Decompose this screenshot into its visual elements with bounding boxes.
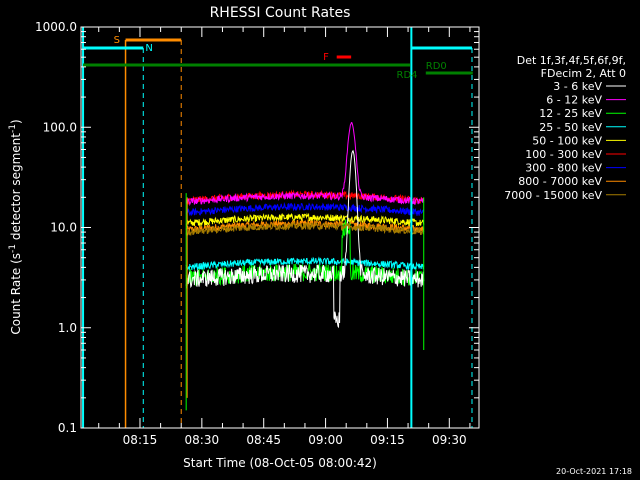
legend-header-2: FDecim 2, Att 0 <box>541 67 626 80</box>
y-tick-label: 1.0 <box>58 321 77 335</box>
legend-header-1: Det 1f,3f,4f,5f,6f,9f, <box>517 54 626 67</box>
flags-layer: S N F RD0 RD4 <box>82 27 473 428</box>
footer-timestamp: 20-Oct-2021 17:18 <box>556 467 632 476</box>
x-tick-label: 09:15 <box>370 433 405 447</box>
series-line <box>185 201 425 217</box>
legend-label: 7000 - 15000 keV <box>504 189 602 202</box>
flag-label-rd4: RD4 <box>397 70 418 81</box>
legend-label: 100 - 300 keV <box>525 148 602 161</box>
x-tick-label: 08:15 <box>123 433 158 447</box>
series-line <box>185 221 425 237</box>
x-tick-label: 08:45 <box>246 433 281 447</box>
y-tick-label: 100.0 <box>43 120 77 134</box>
y-tick-label: 0.1 <box>58 421 77 435</box>
y-tick-label: 1000.0 <box>35 20 77 34</box>
y-axis-label: Count Rate (s-1 detector segment-1) <box>8 119 23 334</box>
legend-label: 6 - 12 keV <box>546 94 602 107</box>
legend-label: 50 - 100 keV <box>532 134 602 147</box>
y-tick-label: 10.0 <box>50 221 77 235</box>
flag-label-f: F <box>323 52 329 63</box>
axis-ticks: 1000.0 100.0 10.0 1.0 0.1 08:15 08:30 08:45 09:0… <box>35 20 479 447</box>
legend-label: 25 - 50 keV <box>539 121 602 134</box>
x-axis-label: Start Time (08-Oct-05 08:00:42) <box>183 456 377 470</box>
x-tick-label: 08:30 <box>185 433 220 447</box>
series-line <box>185 149 425 329</box>
x-tick-label: 09:00 <box>308 433 343 447</box>
flag-label-n: N <box>145 43 152 54</box>
legend-label: 300 - 800 keV <box>525 162 602 175</box>
data-layer <box>185 122 425 411</box>
legend: Det 1f,3f,4f,5f,6f,9f, FDecim 2, Att 0 3… <box>504 54 626 202</box>
series-line <box>185 256 425 271</box>
legend-label: 3 - 6 keV <box>553 80 602 93</box>
series-line <box>185 212 425 228</box>
legend-label: 800 - 7000 keV <box>518 175 602 188</box>
x-tick-label: 09:30 <box>432 433 467 447</box>
flag-label-s: S <box>114 35 120 46</box>
legend-label: 12 - 25 keV <box>539 107 602 120</box>
series-line <box>185 122 425 207</box>
flag-label-rd0: RD0 <box>426 61 447 72</box>
chart-title: RHESSI Count Rates <box>210 5 351 21</box>
